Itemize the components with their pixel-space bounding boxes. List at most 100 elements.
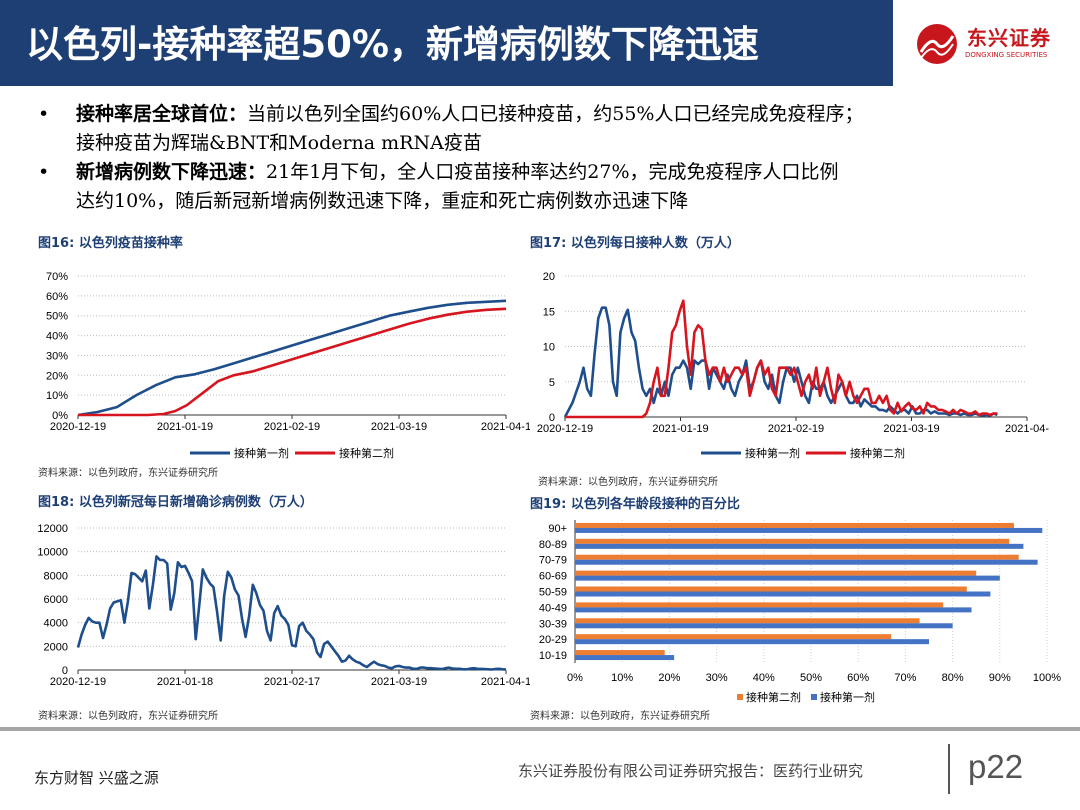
legend-label: 接种第二剂 (850, 446, 905, 460)
x-tick-label: 2021-04-1 (481, 421, 530, 433)
bar-dose2 (575, 586, 967, 592)
fig18-title: 图18: 以色列新冠每日新增确诊病例数（万人） (38, 495, 313, 510)
bar-dose1 (575, 543, 1024, 549)
fig16-source: 资料来源：以色列政府，东兴证券研究所 (38, 468, 218, 479)
x-tick-label: 2021-02-17 (264, 676, 320, 688)
x-tick-label: 2021-02-19 (768, 423, 824, 435)
x-tick-label: 2021-02-19 (264, 421, 320, 433)
y-tick-label: 20 (543, 271, 555, 283)
bar-dose1 (575, 623, 953, 629)
x-tick-label: 20% (658, 672, 680, 684)
series-line-2 (78, 307, 507, 417)
fig16-title: 图16: 以色列疫苗接种率 (38, 236, 183, 251)
x-tick-label: 2020-12-19 (50, 676, 106, 688)
bar-dose2 (575, 570, 977, 576)
bar-dose1 (575, 575, 1000, 581)
x-tick-label: 2020-12-19 (537, 423, 593, 435)
y-tick-label: 5 (549, 377, 555, 389)
y-tick-label: 6000 (44, 594, 68, 606)
footer-slogan: 东方财智 兴盛之源 (34, 769, 159, 787)
y-tick-label: 12000 (37, 523, 68, 535)
category-label: 60-69 (539, 571, 567, 583)
legend-swatch-2 (811, 694, 817, 700)
y-tick-label: 20% (46, 370, 68, 382)
page-title: 以色列-接种率超50%，新增病例数下降迅速 (26, 23, 759, 66)
y-tick-label: 10 (543, 342, 555, 354)
footer-separator (948, 744, 950, 794)
x-tick-label: 2021-03-19 (883, 423, 939, 435)
fig18-chart: 0 2000 4000 6000 8000 10000 12000 2020-12-19 202… (37, 523, 530, 688)
y-tick-label: 30% (46, 350, 68, 362)
bar-dose2 (575, 618, 920, 624)
category-label: 30-39 (539, 618, 567, 630)
legend-label: 接种第一剂 (745, 446, 800, 460)
x-tick-label: 80% (942, 672, 964, 684)
bullet-list: • 接种率居全球首位：当前以色列全国约60%人口已接种疫苗，约55%人口已经完成… (38, 100, 1048, 216)
x-tick-label: 2021-04-1 (481, 676, 530, 688)
legend-label: 接种第一剂 (234, 446, 289, 460)
y-tick-label: 40% (46, 331, 68, 343)
y-tick-label: 2000 (44, 641, 68, 653)
logo-mark-icon (917, 24, 957, 64)
bullet-lead: 新增病例数下降迅速： (76, 161, 267, 183)
bar-dose2 (575, 538, 1010, 544)
series-line-1 (77, 299, 507, 417)
x-tick-label: 2021-03-19 (371, 676, 427, 688)
category-label: 50-59 (539, 587, 567, 599)
footer-report-name: 东兴证券股份有限公司证券研究报告：医药行业研究 (518, 762, 864, 780)
x-tick-label: 30% (706, 672, 728, 684)
page-number: p22 (968, 748, 1024, 785)
y-tick-label: 10% (46, 390, 68, 402)
bar-dose2 (575, 634, 892, 640)
legend-label: 接种第二剂 (339, 446, 394, 460)
y-tick-label: 4000 (44, 618, 68, 630)
series-line-2 (565, 299, 998, 419)
bar-dose1 (575, 607, 972, 613)
logo-name-cn: 东兴证券 (967, 26, 1051, 50)
fig17-chart: 0 5 10 15 20 2020-12-19 2021-01-19 2021-02-19 20… (537, 271, 1049, 460)
y-tick-label: 10000 (37, 547, 68, 559)
x-tick-label: 2021-01-19 (652, 423, 708, 435)
category-label: 80-89 (539, 539, 567, 551)
footer-divider (0, 727, 1080, 731)
x-tick-label: 0% (567, 672, 583, 684)
x-tick-label: 2021-01-18 (157, 676, 213, 688)
x-tick-label: 60% (847, 672, 869, 684)
y-tick-label: 60% (46, 291, 68, 303)
bullet-item: • 新增病例数下降迅速：21年1月下旬，全人口疫苗接种率达约27%，完成免疫程序… (38, 158, 1048, 216)
bar-dose2 (575, 554, 1019, 560)
bullet-text: 21年1月下旬，全人口疫苗接种率达约27%，完成免疫程序人口比例 (266, 161, 839, 183)
bar-dose2 (575, 650, 665, 656)
company-logo: 东兴证券 DONGXING SECURITIES (905, 18, 1065, 70)
bullet-text: 当前以色列全国约60%人口已接种疫苗，约55%人口已经完成免疫程序； (247, 103, 864, 125)
bullet-lead: 接种率居全球首位： (76, 103, 248, 125)
y-tick-label: 0 (549, 412, 555, 424)
series-line-1 (563, 306, 998, 418)
legend-swatch-1 (737, 694, 743, 700)
bar-dose1 (575, 655, 675, 661)
logo-name-en: DONGXING SECURITIES (965, 51, 1048, 59)
bullet-text-cont: 达约10%，随后新冠新增病例数迅速下降，重症和死亡病例数亦迅速下降 (76, 190, 689, 212)
legend-label: 接种第一剂 (820, 690, 875, 704)
x-tick-label: 100% (1033, 672, 1061, 684)
category-label: 70-79 (539, 555, 567, 567)
fig19-source: 资料来源：以色列政府，东兴证券研究所 (530, 711, 710, 722)
x-tick-label: 90% (989, 672, 1011, 684)
fig17-source: 资料来源：以色列政府，东兴证券研究所 (538, 477, 718, 488)
x-tick-label: 40% (753, 672, 775, 684)
y-tick-label: 15 (543, 306, 555, 318)
category-label: 10-19 (539, 650, 567, 662)
bar-dose1 (575, 639, 929, 645)
fig18-source: 资料来源：以色列政府，东兴证券研究所 (38, 711, 218, 722)
bar-dose1 (575, 591, 991, 597)
category-label: 20-29 (539, 634, 567, 646)
header-bar: 以色列-接种率超50%，新增病例数下降迅速 (0, 0, 893, 86)
series-line-1 (76, 555, 507, 671)
legend-label: 接种第二剂 (746, 690, 801, 704)
bar-dose2 (575, 602, 944, 608)
fig16-chart: 0% 10% 20% 30% 40% 50% 60% 70% 2020-12-19 2021-01… (46, 271, 530, 460)
x-tick-label: 2021-04- (1005, 423, 1049, 435)
x-tick-label: 70% (894, 672, 916, 684)
x-tick-label: 2021-03-19 (371, 421, 427, 433)
category-label: 90+ (548, 523, 567, 535)
